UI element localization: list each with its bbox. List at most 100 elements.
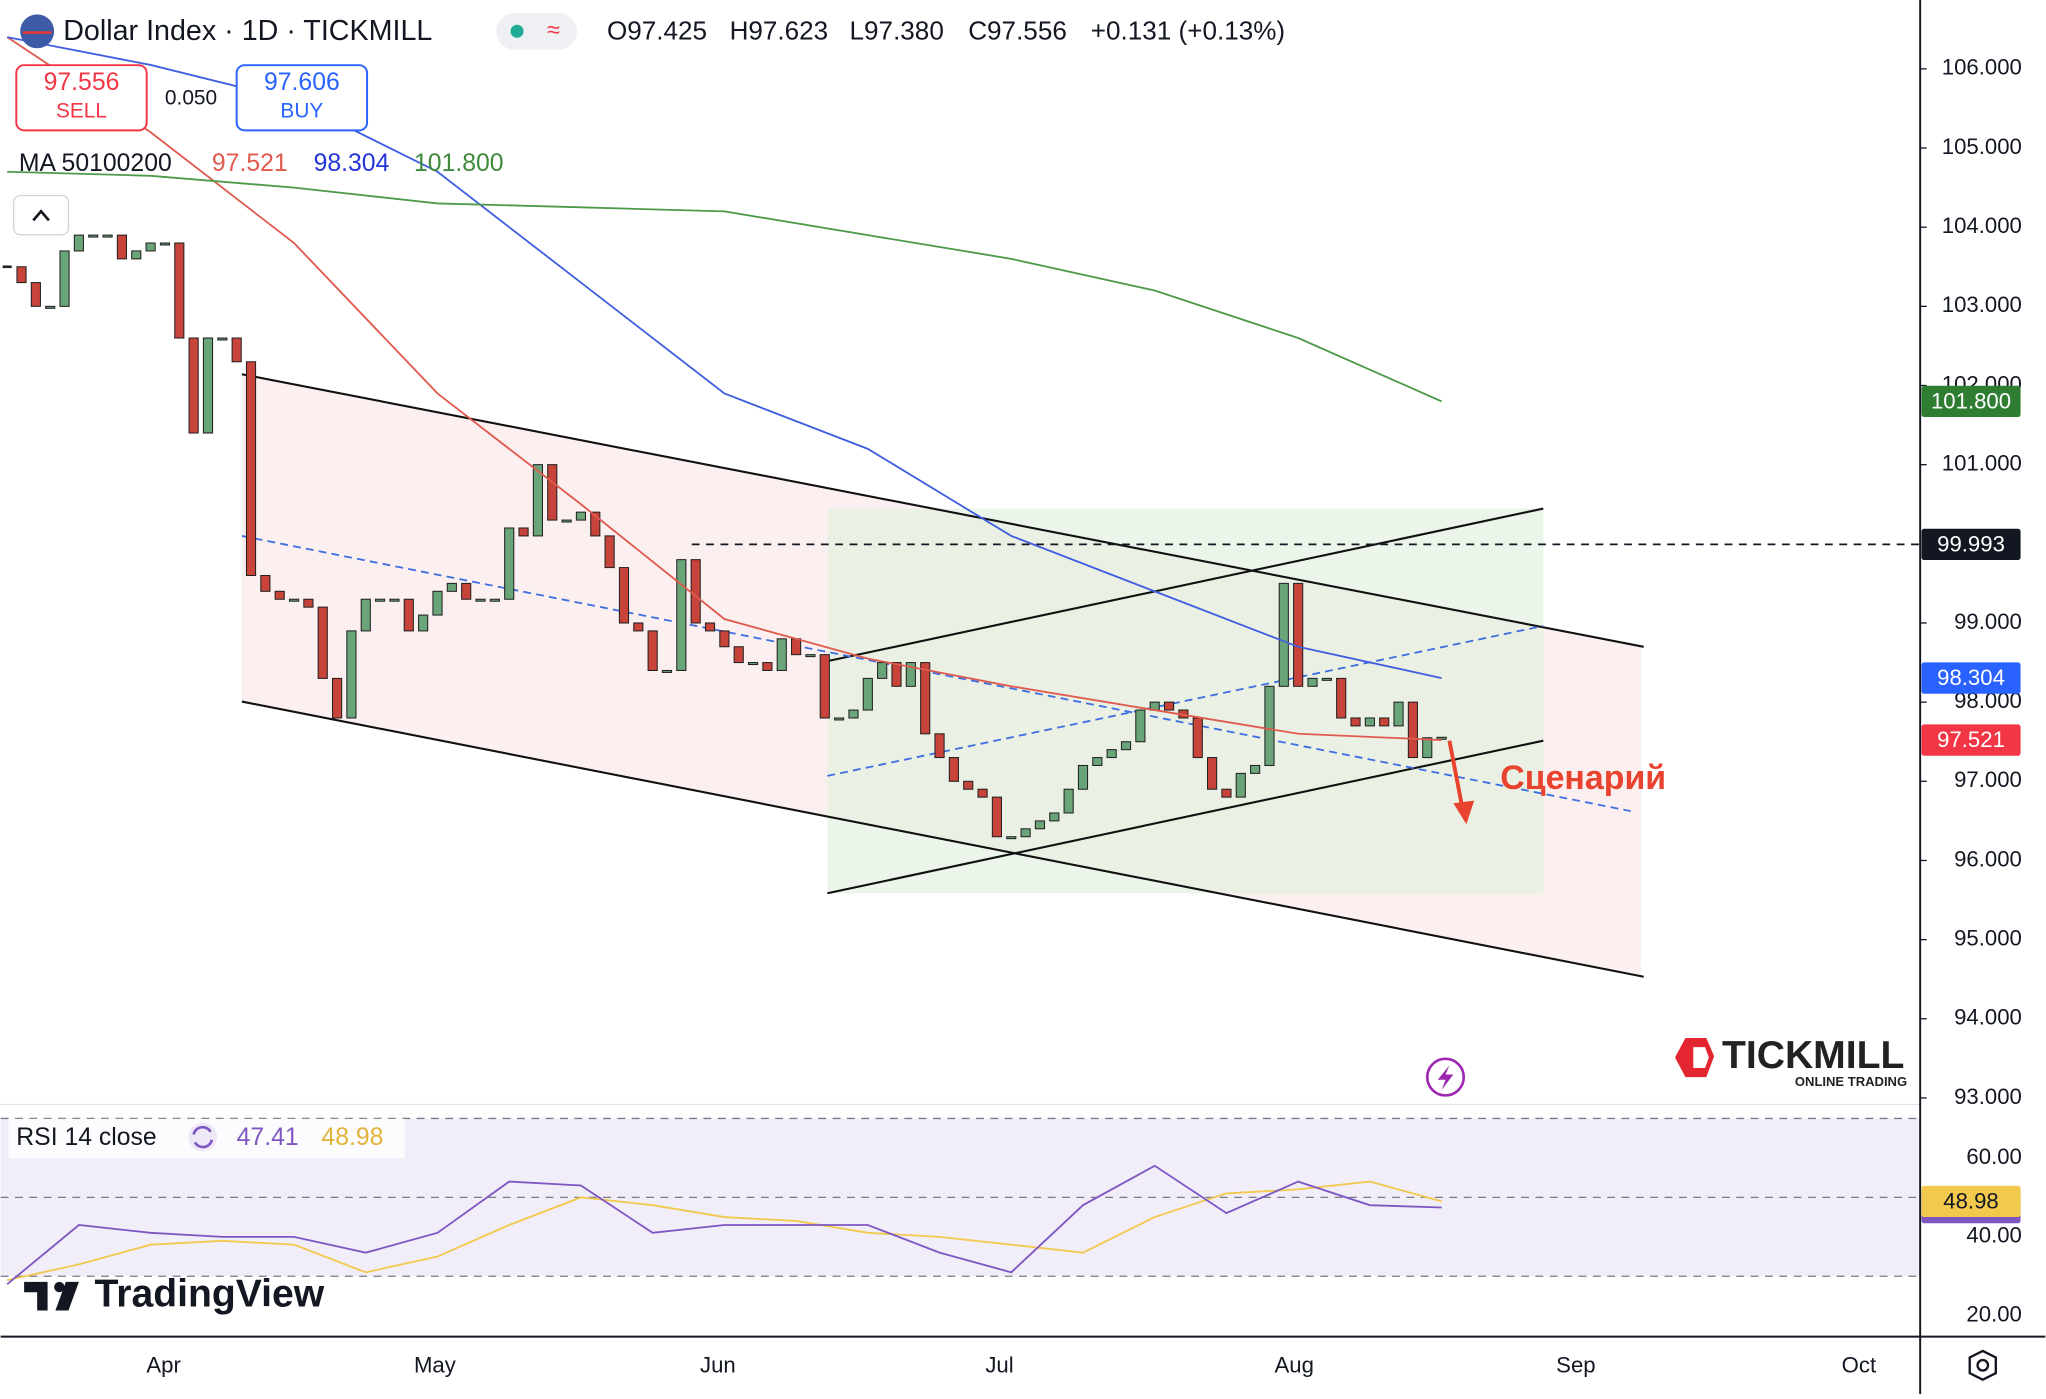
candle (288, 598, 300, 602)
candle (547, 464, 558, 521)
y-tick-label: 106.000 (1942, 55, 2022, 80)
candle (1049, 812, 1060, 822)
settings-icon (1976, 1358, 1990, 1372)
candle (1250, 764, 1261, 774)
y-tick-label: 96.000 (1954, 846, 2022, 871)
candle (905, 662, 916, 687)
x-tick-label: Jul (985, 1352, 1013, 1377)
candle (661, 669, 673, 673)
candle (848, 709, 859, 719)
ma-tag: 97.521 (1937, 727, 2005, 752)
symbol-title: Dollar Index · 1D · TICKMILL (63, 15, 432, 47)
candle (991, 796, 1003, 838)
collapse-caret (32, 209, 50, 222)
delay-icon: ≈ (547, 16, 560, 42)
candle (604, 535, 615, 569)
channel-midline (241, 535, 1631, 812)
moving-average (6, 36, 1442, 741)
candle (733, 646, 744, 664)
candle (1120, 741, 1132, 751)
ma-tag: 98.304 (1937, 665, 2005, 690)
y-tick-label: 105.000 (1942, 134, 2022, 159)
rsi-tick-label: 60.00 (1966, 1144, 2021, 1169)
candle (375, 598, 386, 602)
ma-value: 97.521 (212, 150, 288, 177)
candle (145, 242, 156, 252)
candle (791, 638, 802, 656)
candle (1163, 701, 1175, 711)
candle (1407, 701, 1418, 759)
candle (446, 582, 457, 592)
rsi-line (6, 1180, 1442, 1282)
rsi-value: 47.41 (237, 1124, 299, 1151)
arrow-shaft (1447, 740, 1465, 809)
spread: 0.050 (165, 87, 217, 110)
sell-button[interactable] (15, 64, 148, 132)
candle (1092, 757, 1103, 766)
logo-mark (1693, 1047, 1709, 1068)
y-tick-label: 95.000 (1954, 925, 2022, 950)
settings-button[interactable] (1968, 1349, 1997, 1381)
candle (59, 250, 70, 307)
candle (590, 511, 601, 537)
logo-mark (24, 1281, 48, 1311)
candle (1192, 717, 1203, 759)
x-tick-label: Apr (146, 1352, 181, 1377)
alert-icon[interactable] (1425, 1057, 1466, 1097)
candle (575, 511, 587, 521)
candle (1336, 677, 1347, 719)
scenario-label: Сценарий (1500, 759, 1666, 797)
broker-name: TICKMILL (1722, 1034, 1904, 1077)
candle (73, 234, 84, 252)
candle (317, 606, 328, 679)
candle (618, 567, 630, 624)
candle (418, 614, 429, 632)
x-tick-label: Oct (1842, 1352, 1876, 1377)
y-tick-label: 104.000 (1942, 213, 2022, 238)
candle (920, 662, 931, 735)
candle (934, 733, 945, 759)
buy-button[interactable] (235, 64, 369, 132)
channel-line (827, 739, 1544, 895)
channel-line (241, 700, 1644, 978)
candle (389, 598, 400, 602)
candle (274, 590, 285, 600)
x-tick-label: Sep (1556, 1352, 1595, 1377)
rsi-tag-bg (1921, 1185, 2021, 1218)
candle (518, 527, 529, 537)
x-tick-label: May (414, 1352, 457, 1377)
candle (116, 234, 128, 260)
candle (1264, 685, 1275, 766)
ohlc-change: +0.131 (+0.13%) (1091, 15, 1285, 45)
candle (432, 590, 443, 616)
candle (1135, 709, 1146, 743)
ma-value: 98.304 (314, 150, 390, 177)
y-tick-label: 101.000 (1942, 451, 2022, 476)
candle (346, 630, 357, 719)
candle (131, 250, 142, 260)
y-tick-label: 103.000 (1942, 292, 2022, 317)
candle (676, 559, 687, 672)
candles (2, 234, 1447, 840)
candle (647, 630, 658, 672)
candle (1235, 772, 1246, 798)
candle (877, 662, 888, 679)
logo-mark (55, 1281, 79, 1311)
candle (1436, 736, 1447, 740)
ma-tag-bg (1921, 724, 2021, 756)
x-tick-label: Jun (700, 1352, 736, 1377)
candle (217, 337, 228, 341)
rsi-line (6, 1164, 1442, 1285)
candle (1393, 701, 1404, 727)
candle (1293, 582, 1304, 687)
ohlc: O97.425 (607, 15, 707, 45)
candle (1077, 764, 1089, 790)
collapse-button[interactable] (13, 194, 70, 236)
rsi-icon-arrows (192, 1125, 214, 1149)
candle (704, 622, 716, 632)
channel-line (827, 507, 1544, 663)
y-tick-label: 93.000 (1954, 1084, 2022, 1109)
candle (1278, 582, 1289, 687)
candle (977, 788, 988, 798)
